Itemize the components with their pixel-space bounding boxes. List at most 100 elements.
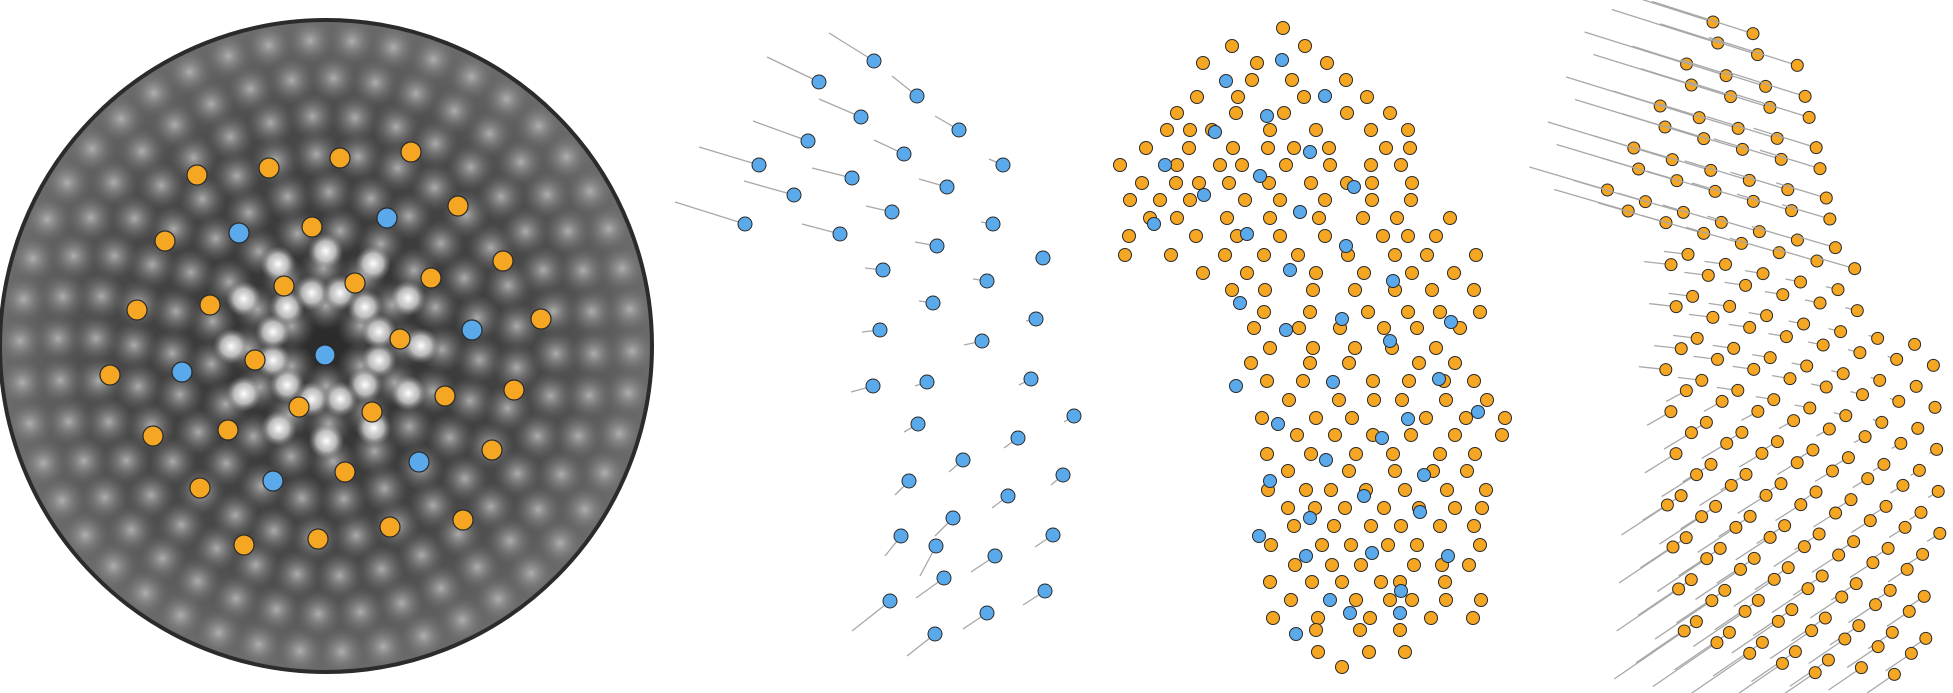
- orange-point: [1480, 393, 1494, 407]
- orange-point: [1342, 464, 1356, 478]
- dim-blob: [36, 356, 85, 405]
- dim-blob: [523, 170, 572, 219]
- orange-point: [1339, 73, 1353, 87]
- dim-blob: [493, 449, 542, 498]
- displacement-tail: [818, 98, 862, 118]
- orange-point: [1311, 645, 1325, 659]
- orange-point: [1743, 509, 1757, 523]
- bright-blob: [254, 342, 291, 379]
- orange-point: [1684, 573, 1698, 587]
- displacement-tail: [1584, 31, 1687, 65]
- orange-point: [1718, 583, 1732, 597]
- displacement-tail: [1784, 672, 1816, 693]
- dim-blob: [438, 596, 487, 645]
- dim-blob: [165, 47, 214, 96]
- orange-point: [1348, 283, 1362, 297]
- orange-point: [1816, 338, 1830, 352]
- bright-blob: [260, 410, 297, 447]
- dim-blob: [128, 240, 177, 289]
- orange-point: [1238, 193, 1252, 207]
- blue-point: [1010, 430, 1026, 446]
- dim-blob: [80, 473, 129, 522]
- orange-point: [379, 516, 401, 538]
- dim-blob: [61, 511, 110, 560]
- orange-point: [1410, 321, 1424, 335]
- orange-point: [1332, 393, 1346, 407]
- displacement-tail: [1735, 93, 1810, 119]
- blue-point: [376, 207, 398, 229]
- orange-point: [1887, 667, 1901, 681]
- dim-blob: [445, 376, 494, 425]
- orange-point: [1367, 393, 1381, 407]
- orange-point: [344, 272, 366, 294]
- orange-point: [1240, 266, 1254, 280]
- orange-point: [1405, 593, 1419, 607]
- orange-point: [1443, 211, 1457, 225]
- orange-point: [1160, 123, 1174, 137]
- orange-point: [1879, 499, 1893, 513]
- displacement-tail: [1728, 71, 1806, 98]
- dim-blob: [212, 151, 261, 200]
- orange-point: [1377, 501, 1391, 515]
- blue-point: [1023, 371, 1039, 387]
- orange-point: [1344, 538, 1358, 552]
- orange-point: [1364, 123, 1378, 137]
- displacement-tail: [1695, 568, 1741, 600]
- dim-blob: [507, 549, 556, 598]
- orange-point: [1821, 653, 1835, 667]
- blue-point: [1028, 311, 1044, 327]
- orange-point: [1771, 614, 1785, 628]
- displacement-tail: [1729, 237, 1780, 254]
- displacement-tail: [1654, 600, 1713, 640]
- orange-point: [1705, 594, 1719, 608]
- orange-point: [1873, 373, 1887, 387]
- orange-point: [1170, 158, 1184, 172]
- dim-blob: [399, 612, 448, 661]
- orange-point: [1306, 341, 1320, 355]
- dim-blob: [330, 93, 379, 142]
- orange-point: [1731, 121, 1745, 135]
- orange-point: [1767, 572, 1781, 586]
- orange-point: [1306, 283, 1320, 297]
- orange-point: [1912, 463, 1926, 477]
- orange-point: [1281, 464, 1295, 478]
- orange-point: [1723, 299, 1737, 313]
- orange-point: [447, 195, 469, 217]
- orange-point: [1190, 90, 1204, 104]
- orange-point: [1345, 411, 1359, 425]
- displacement-tail: [1613, 630, 1685, 680]
- orange-point: [1835, 590, 1849, 604]
- orange-point: [1738, 604, 1752, 618]
- orange-point: [1459, 411, 1473, 425]
- orange-point: [1113, 158, 1127, 172]
- dim-blob: [501, 207, 550, 256]
- dim-blob: [234, 620, 283, 669]
- orange-point: [1689, 615, 1703, 629]
- orange-point: [1364, 519, 1378, 533]
- orange-point: [1808, 666, 1822, 680]
- orange-point: [1213, 158, 1227, 172]
- blue-point: [979, 273, 995, 289]
- orange-point: [1829, 506, 1843, 520]
- orange-point: [1231, 90, 1245, 104]
- orange-point: [1752, 225, 1766, 239]
- dim-blob: [77, 272, 126, 321]
- displacement-tail: [1693, 610, 1746, 647]
- orange-point: [334, 461, 356, 483]
- dim-blob: [292, 130, 341, 179]
- dim-blob: [514, 101, 563, 150]
- orange-point: [1686, 289, 1700, 303]
- orange-point: [1315, 538, 1329, 552]
- orange-point: [1139, 141, 1153, 155]
- orange-point: [1404, 193, 1418, 207]
- dim-blob: [513, 412, 562, 461]
- orange-point: [1751, 593, 1765, 607]
- orange-point: [1440, 483, 1454, 497]
- orange-point: [1664, 258, 1678, 272]
- orange-point: [503, 379, 525, 401]
- orange-point: [1410, 538, 1424, 552]
- orange-point: [1335, 660, 1349, 674]
- orange-point: [1429, 341, 1443, 355]
- bright-blob: [402, 327, 439, 364]
- dim-blob: [275, 626, 324, 672]
